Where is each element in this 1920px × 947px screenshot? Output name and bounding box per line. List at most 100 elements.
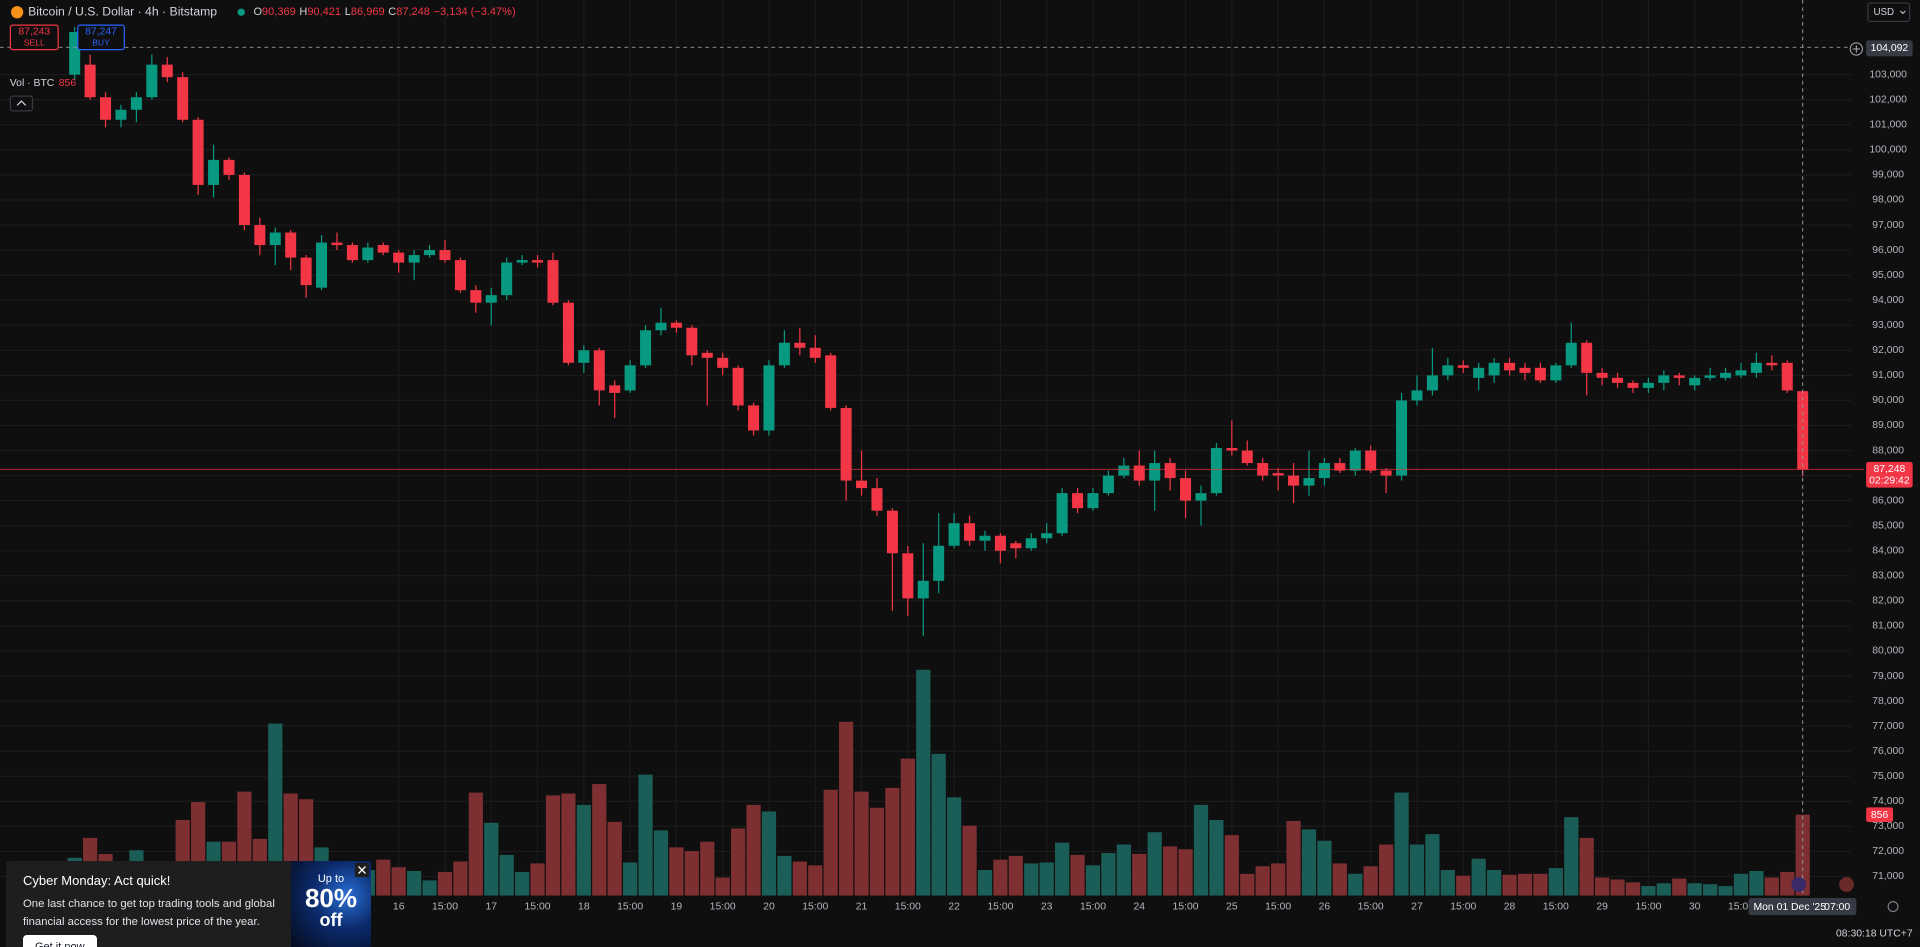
y-tick-label: 77,000 bbox=[1872, 721, 1904, 732]
volume-bar bbox=[653, 830, 669, 896]
candle-body bbox=[1642, 382, 1654, 388]
candle-body bbox=[701, 352, 713, 358]
promo-button[interactable]: Get it now bbox=[23, 935, 97, 947]
promo-badge-big: 80% bbox=[304, 883, 358, 913]
candle-body bbox=[655, 322, 667, 331]
candle-body bbox=[1766, 362, 1778, 366]
volume-bar bbox=[854, 791, 869, 896]
volume-bar bbox=[1147, 832, 1162, 896]
candle-body bbox=[1210, 448, 1222, 494]
volume-bar bbox=[1440, 870, 1455, 896]
candle-body bbox=[1750, 362, 1762, 373]
volume-bar bbox=[1348, 873, 1363, 896]
y-tick-label: 72,000 bbox=[1872, 846, 1904, 857]
promo-title: Cyber Monday: Act quick! bbox=[23, 873, 171, 888]
event-marker[interactable] bbox=[1791, 877, 1807, 892]
candle-body bbox=[439, 250, 451, 261]
candle-body bbox=[948, 523, 960, 546]
x-tick-label: 15:00 bbox=[802, 901, 828, 912]
candle-body bbox=[1519, 367, 1531, 373]
last-volume-box bbox=[1866, 807, 1894, 823]
candle-body bbox=[316, 242, 328, 288]
volume-bar bbox=[993, 859, 1008, 896]
x-tick-label: 27 bbox=[1411, 901, 1423, 912]
currency-selector[interactable] bbox=[1867, 2, 1911, 23]
volume-bar bbox=[1132, 853, 1147, 896]
x-tick-label: 15:00 bbox=[710, 901, 736, 912]
y-tick-label: 100,000 bbox=[1869, 145, 1907, 156]
volume-bar bbox=[1764, 877, 1779, 896]
volume-bar bbox=[1749, 870, 1764, 896]
x-tick-label: 15:00 bbox=[895, 901, 921, 912]
volume-bar bbox=[1317, 840, 1332, 896]
candle-body bbox=[686, 327, 698, 356]
promo-text: Cyber Monday: Act quick! One last chance… bbox=[6, 861, 291, 947]
x-tick-label: 21 bbox=[856, 901, 868, 912]
candle-body bbox=[562, 302, 574, 363]
volume-bar bbox=[1024, 863, 1039, 896]
candle-body bbox=[1704, 375, 1716, 378]
y-tick-label: 97,000 bbox=[1872, 220, 1904, 231]
candle-body bbox=[732, 367, 744, 406]
y-tick-label: 102,000 bbox=[1869, 94, 1907, 105]
volume-bar bbox=[1224, 835, 1239, 896]
collapse-button[interactable] bbox=[9, 95, 34, 112]
add-alert-button[interactable] bbox=[1849, 42, 1863, 56]
y-tick-label: 89,000 bbox=[1872, 420, 1904, 431]
candle-body bbox=[424, 250, 436, 256]
volume-bar bbox=[808, 865, 823, 896]
buy-button[interactable] bbox=[77, 24, 125, 51]
candle-body bbox=[362, 247, 374, 261]
volume-bar bbox=[422, 880, 437, 896]
settings-button[interactable] bbox=[1887, 901, 1899, 913]
ohlc-legend: O90,369 H90,421 L86,969 C87,248 −3,134 (−3.4… bbox=[253, 6, 515, 18]
volume-bar bbox=[1502, 874, 1517, 896]
volume-bar bbox=[1656, 883, 1671, 896]
ohlc-value: 90,369 bbox=[262, 6, 296, 18]
candle-body bbox=[825, 355, 837, 408]
sell-label: SELL bbox=[24, 38, 45, 48]
candle-body bbox=[1041, 533, 1053, 539]
volume-bar bbox=[700, 841, 715, 896]
candle-body bbox=[1102, 475, 1114, 494]
x-tick-label: 15:00 bbox=[525, 901, 551, 912]
y-tick-label: 71,000 bbox=[1872, 871, 1904, 882]
y-tick-label: 93,000 bbox=[1872, 320, 1904, 331]
x-tick-label: 22 bbox=[948, 901, 960, 912]
sell-button[interactable] bbox=[9, 24, 59, 51]
volume-bar bbox=[1379, 844, 1394, 896]
candle-body bbox=[454, 260, 466, 291]
x-tick-label: 15:00 bbox=[1173, 901, 1199, 912]
volume-bar bbox=[839, 721, 854, 896]
y-tick-label: 92,000 bbox=[1872, 345, 1904, 356]
x-tick-label: 15:00 bbox=[1543, 901, 1569, 912]
volume-bar bbox=[1163, 846, 1178, 896]
last-price-box bbox=[1866, 461, 1913, 488]
y-tick-label: 94,000 bbox=[1872, 295, 1904, 306]
promo-popup: Cyber Monday: Act quick! One last chance… bbox=[6, 861, 376, 947]
symbol-title[interactable]: Bitcoin / U.S. Dollar · 4h · Bitstamp bbox=[28, 4, 217, 18]
y-tick-label: 98,000 bbox=[1872, 195, 1904, 206]
volume-bar bbox=[1425, 834, 1440, 896]
volume-bar bbox=[407, 870, 422, 896]
symbol-icon[interactable] bbox=[11, 6, 24, 19]
candle-body bbox=[331, 242, 343, 246]
candle-body bbox=[1056, 493, 1068, 534]
volume-bar bbox=[1533, 873, 1548, 896]
market-status bbox=[237, 8, 245, 16]
candle-body bbox=[1133, 465, 1145, 481]
event-marker[interactable] bbox=[1839, 877, 1854, 892]
volume-bar bbox=[869, 807, 885, 896]
candle-body bbox=[1180, 478, 1192, 501]
volume-bar bbox=[376, 859, 391, 896]
volume-bar bbox=[484, 822, 499, 896]
buy-price: 87,247 bbox=[85, 27, 117, 38]
candle-body bbox=[1689, 377, 1701, 386]
promo-close[interactable] bbox=[355, 863, 369, 877]
y-tick-label: 101,000 bbox=[1869, 120, 1907, 131]
volume-bar bbox=[607, 821, 622, 896]
candle-body bbox=[840, 407, 852, 481]
volume-bar bbox=[1255, 866, 1270, 896]
volume-bar bbox=[931, 753, 946, 896]
volume-bar bbox=[1610, 879, 1625, 896]
